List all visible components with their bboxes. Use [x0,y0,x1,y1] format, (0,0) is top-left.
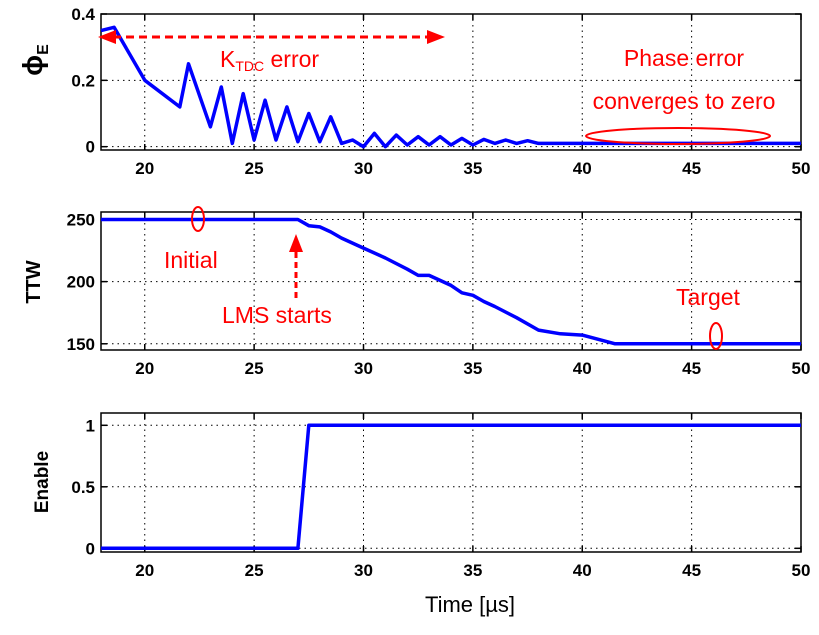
y-tick-label: 1 [86,416,95,435]
grid [101,212,802,350]
x-tick-label: 35 [463,561,482,580]
lms-start-label: LMS starts [222,302,332,328]
x-tick-labels: 20 25 30 35 40 45 50 [135,561,810,580]
target-label: Target [676,284,741,310]
x-tick-label: 25 [245,359,264,378]
y-tick-label: 0.4 [71,5,95,24]
x-tick-label: 20 [135,359,154,378]
x-tick-label: 20 [135,159,154,178]
converge-ellipse [585,127,771,145]
axes-frame [100,211,802,351]
x-tick-label: 35 [463,359,482,378]
panel-enable: 20 25 30 35 40 45 50 00.51 Enable Time [µs] [32,412,810,617]
lms-start-arrow [289,234,303,298]
x-tick-label: 50 [792,159,811,178]
y-axis-label: ϕE [17,44,52,76]
y-tick-label: 200 [67,273,95,292]
x-tick-label: 35 [463,159,482,178]
x-tick-label: 25 [245,159,264,178]
x-tick-labels: 20 25 30 35 40 45 50 [135,359,810,378]
panel-phase-error: 20 25 30 35 40 45 50 0 0.2 0.4 ϕE KTDC error Pha… [17,5,810,178]
y-tick-label: 0 [86,138,95,157]
x-tick-label: 25 [245,561,264,580]
y-tick-labels: 00.51 [71,416,95,558]
x-tick-label: 20 [135,561,154,580]
x-tick-label: 45 [682,561,701,580]
enable-line [101,423,801,551]
x-tick-label: 45 [682,359,701,378]
y-tick-label: 0.5 [71,478,95,497]
y-axis-label: TTW [23,260,45,303]
phase-error-label-2: converges to zero [593,88,776,114]
ktdc-error-label: KTDC error [220,46,319,74]
x-tick-label: 30 [354,359,373,378]
initial-label: Initial [164,247,218,273]
y-tick-label: 0 [86,539,95,558]
axes-frame [100,13,802,151]
x-tick-label: 40 [573,159,592,178]
y-tick-labels: 0 0.2 0.4 [71,5,95,157]
axes-frame [100,412,802,553]
phase-error-label-1: Phase error [624,45,745,71]
panel-ttw: 20 25 30 35 40 45 50 150 200 250 TTW Initial LMS… [23,206,810,378]
ttw-line [101,217,801,346]
grid [101,13,802,150]
y-tick-label: 250 [67,210,95,229]
phase-error-line [100,25,801,149]
y-tick-label: 0.2 [71,71,95,90]
x-tick-labels: 20 25 30 35 40 45 50 [135,159,810,178]
grid [101,413,802,552]
x-tick-label: 45 [682,159,701,178]
initial-ellipse [191,206,205,232]
x-tick-label: 50 [792,359,811,378]
ktdc-error-arrow [98,30,445,44]
y-axis-label: Enable [32,451,53,513]
target-ellipse [709,322,723,350]
y-tick-label: 150 [67,335,95,354]
x-axis-label: Time [µs] [425,592,515,617]
x-tick-label: 40 [573,359,592,378]
x-tick-label: 40 [573,561,592,580]
x-tick-label: 50 [792,561,811,580]
x-tick-label: 30 [354,159,373,178]
y-tick-labels: 150 200 250 [67,210,95,353]
x-tick-label: 30 [354,561,373,580]
